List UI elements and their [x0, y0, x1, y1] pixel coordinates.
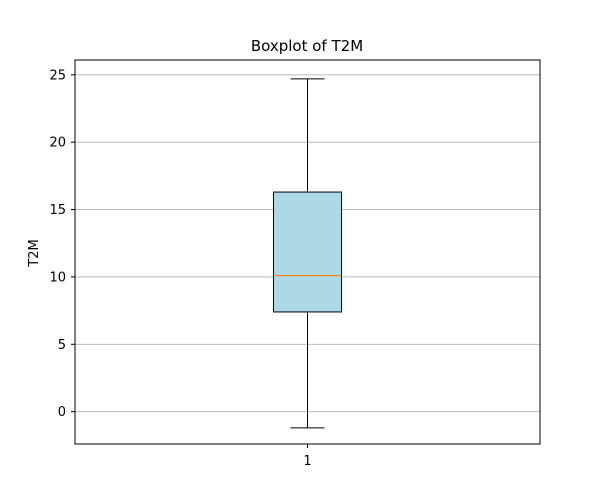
axis-ticks: 0 5 10 15 20 25 1 — [49, 68, 311, 469]
iqr-box — [273, 191, 342, 313]
y-tick-label: 20 — [49, 136, 66, 151]
chart-title: Boxplot of T2M — [251, 37, 363, 55]
y-tick-label: 25 — [49, 68, 66, 83]
y-tick-label: 10 — [49, 270, 66, 285]
y-axis-label: T2M — [27, 239, 42, 267]
y-tick-label: 0 — [58, 405, 66, 420]
y-tick-label: 15 — [49, 203, 66, 218]
boxes — [273, 78, 342, 429]
x-tick-label: 1 — [303, 454, 311, 469]
y-tick-label: 5 — [58, 338, 66, 353]
